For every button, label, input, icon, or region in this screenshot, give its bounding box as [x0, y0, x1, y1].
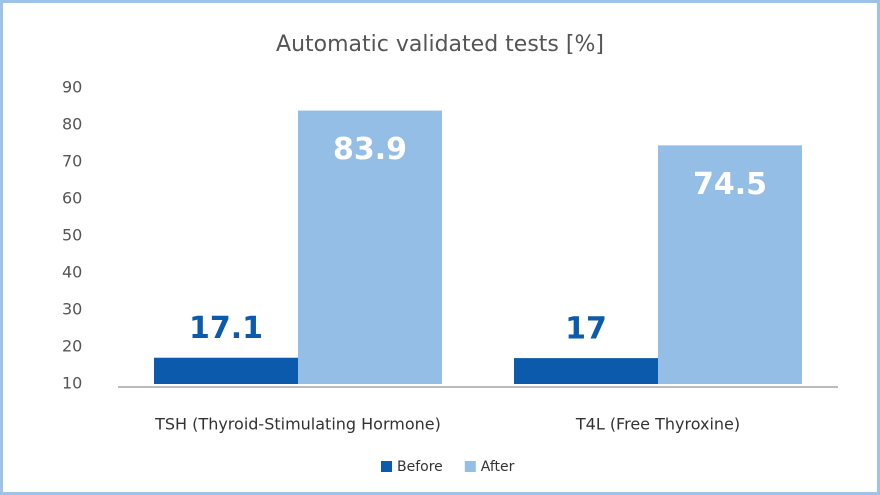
y-tick-label: 60 — [62, 189, 82, 208]
y-tick-label: 90 — [62, 78, 82, 97]
bar — [298, 110, 442, 384]
bar — [514, 358, 658, 384]
legend-swatch — [381, 461, 392, 472]
chart-title: Automatic validated tests [%] — [276, 32, 604, 57]
y-tick-label: 80 — [62, 115, 82, 134]
y-tick-label: 30 — [62, 300, 82, 319]
data-label: 17.1 — [189, 311, 263, 346]
y-tick-label: 70 — [62, 152, 82, 171]
bar — [658, 145, 802, 384]
y-tick-label: 40 — [62, 263, 82, 282]
x-tick-label: TSH (Thyroid-Stimulating Hormone) — [154, 415, 441, 434]
y-tick-label: 50 — [62, 226, 82, 245]
legend-label: After — [481, 459, 515, 475]
data-label: 74.5 — [693, 167, 767, 202]
legend-label: Before — [397, 459, 443, 475]
y-tick-label: 20 — [62, 337, 82, 356]
y-tick-label: 10 — [62, 374, 82, 393]
legend-swatch — [464, 461, 476, 472]
bar — [154, 357, 298, 384]
data-label: 17 — [565, 312, 607, 347]
x-tick-label: T4L (Free Thyroxine) — [575, 415, 740, 434]
data-label: 83.9 — [333, 132, 407, 167]
